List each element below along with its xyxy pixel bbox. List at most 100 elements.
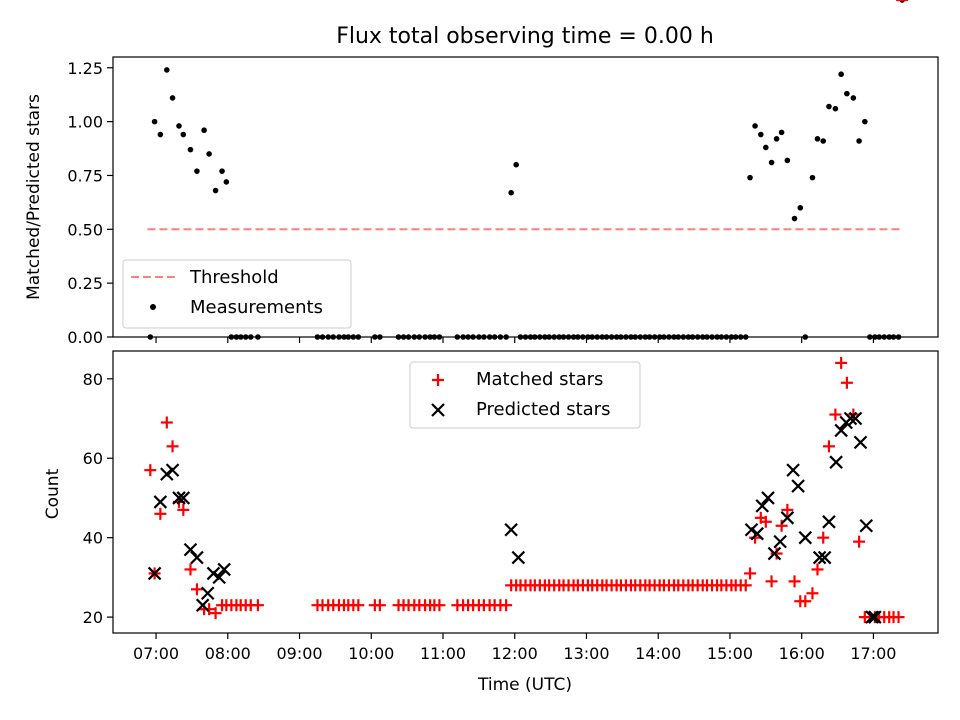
bottom-x-tick-label: 16:00 <box>779 644 825 663</box>
bottom-y-tick-label: 80 <box>83 370 103 389</box>
measurement-point <box>560 334 567 340</box>
bottom-x-axis-label: Time (UTC) <box>477 675 572 695</box>
measurement-point <box>797 204 804 211</box>
measurement-point <box>157 131 164 138</box>
matched-point <box>166 440 179 453</box>
measurement-point <box>608 334 615 340</box>
predicted-point <box>812 550 827 565</box>
measurement-point <box>481 334 487 340</box>
chart-title: Flux total observing time = 0.00 h <box>336 24 714 49</box>
measurement-point <box>395 334 402 340</box>
measurement-point <box>742 334 749 340</box>
predicted-point <box>761 491 775 505</box>
measurement-point <box>618 334 624 340</box>
measurement-point <box>820 138 827 144</box>
measurement-point <box>223 179 230 185</box>
predicted-point <box>767 546 782 561</box>
bottom-legend: Matched stars Predicted stars <box>409 361 641 429</box>
measurement-point <box>319 334 326 340</box>
measurement-point <box>411 334 418 340</box>
measurement-point <box>416 334 423 340</box>
legend-predicted-label: Predicted stars <box>476 399 610 420</box>
measurement-point <box>454 334 461 340</box>
predicted-point <box>834 423 848 438</box>
measurement-point <box>431 334 438 340</box>
measurement-point <box>675 334 682 340</box>
top-y-tick-label: 1.25 <box>67 59 103 78</box>
measurement-point <box>237 334 244 340</box>
measurement-point <box>372 334 378 340</box>
measurement-point <box>589 334 596 340</box>
measurement-point <box>723 334 730 340</box>
top-legend-frame <box>122 259 352 329</box>
measurement-point <box>685 334 692 340</box>
bottom-y-tick-label: 20 <box>83 608 103 627</box>
predicted-point <box>160 467 174 481</box>
measurement-point <box>486 334 493 340</box>
bottom-y-axis-label: Count <box>43 468 63 519</box>
bottom-x-tick-label: 10:00 <box>348 644 394 663</box>
measurement-point <box>314 334 321 340</box>
measurement-point <box>666 334 672 340</box>
predicted-point <box>200 586 215 601</box>
matched-point <box>251 599 264 612</box>
matched-point <box>184 563 197 576</box>
predicted-stars-series <box>147 411 882 624</box>
matched-point <box>811 563 824 576</box>
top-y-axis-label: Matched/Predicted stars <box>24 94 44 300</box>
measurement-point <box>585 334 591 340</box>
bottom-y-tick-label: 60 <box>83 449 103 468</box>
matched-point <box>853 535 866 548</box>
matched-point <box>806 587 819 600</box>
bottom-x-tick-label: 13:00 <box>563 644 609 663</box>
matched-point <box>739 579 752 592</box>
bottom-x-tick-label: 09:00 <box>276 644 322 663</box>
top-y-axis: 0.00 0.25 0.50 0.75 1.00 1.25 <box>67 59 113 347</box>
legend-measurements-label: Measurements <box>190 297 323 318</box>
measurement-point <box>646 334 653 340</box>
measurement-point <box>219 168 225 174</box>
measurement-point <box>465 334 471 340</box>
measurement-point <box>350 334 357 340</box>
predicted-point <box>165 463 180 477</box>
predicted-point <box>190 550 204 565</box>
bottom-y-tick-label: 40 <box>83 529 103 548</box>
measurement-point <box>628 334 634 340</box>
measurement-point <box>427 334 433 340</box>
measurement-point <box>623 334 629 340</box>
predicted-point <box>176 491 191 505</box>
measurement-point <box>791 215 798 222</box>
top-y-tick-label: 0.00 <box>67 328 103 347</box>
predicted-point <box>829 455 843 469</box>
bottom-y-axis: 20 40 60 80 <box>83 370 113 627</box>
measurement-point <box>867 334 873 340</box>
measurement-point <box>856 138 862 144</box>
measurement-point <box>470 334 476 340</box>
predicted-point <box>822 515 836 529</box>
measurement-point <box>503 334 509 340</box>
bottom-x-tick-label: 15:00 <box>707 644 753 663</box>
bottom-x-tick-label: 12:00 <box>492 644 538 663</box>
measurement-point <box>169 95 176 101</box>
measurement-point <box>330 334 337 340</box>
bottom-x-tick-label: 07:00 <box>133 644 179 663</box>
predicted-point <box>217 562 231 577</box>
measurement-point <box>709 334 715 340</box>
measurement-point <box>850 95 857 101</box>
matched-point <box>835 356 848 369</box>
matched-point <box>144 464 157 477</box>
measurement-point <box>637 334 644 340</box>
measurement-point <box>517 334 524 340</box>
measurement-point <box>651 334 658 340</box>
measurement-point <box>881 334 887 340</box>
matched-point <box>373 599 386 612</box>
measurement-point <box>704 334 710 340</box>
legend-matched-label: Matched stars <box>476 369 603 390</box>
measurement-point <box>642 334 649 340</box>
measurement-point <box>242 334 249 340</box>
measurement-point <box>212 187 219 194</box>
measurement-point <box>341 334 347 340</box>
measurement-point <box>575 334 581 340</box>
matched-point <box>209 607 222 620</box>
